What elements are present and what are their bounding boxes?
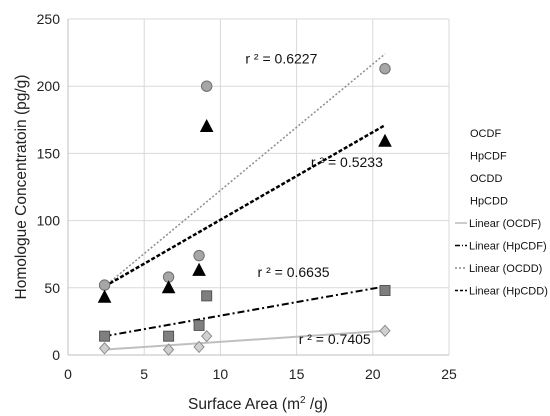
legend-label: Linear (HpCDD): [469, 286, 548, 298]
x-axis-title: Surface Area (m2 /g): [188, 395, 328, 413]
data-point: [201, 290, 213, 302]
r2-label: r ² = 0.6227: [245, 50, 317, 66]
x-axis-title-superscript: 2: [300, 395, 306, 406]
legend-label: OCDF: [470, 128, 501, 140]
data-point: [379, 324, 391, 338]
data-point: [163, 330, 175, 342]
x-tick-label: 20: [365, 366, 381, 382]
x-tick-label: 5: [140, 366, 148, 382]
x-tick-label: 10: [213, 366, 229, 382]
y-tick-label: 250: [37, 11, 61, 27]
data-point: [199, 118, 214, 133]
x-tick-label: 25: [441, 366, 457, 382]
x-axis-title-main: Surface Area (m: [188, 396, 300, 413]
data-point: [379, 284, 391, 296]
legend-entry: Linear (OCDD): [455, 263, 542, 275]
data-point: [193, 340, 205, 354]
data-point: [98, 279, 111, 291]
trendline: [104, 329, 386, 351]
data-point: [98, 342, 111, 355]
legend-entry: HpCDF: [470, 151, 507, 163]
trendlines: [103, 53, 386, 351]
legend: OCDF HpCDF OCDD HpCDD Linear (OCDF) Linear (H…: [455, 128, 548, 298]
r2-label: r ² = 0.7405: [299, 331, 371, 347]
r2-label: r ² = 0.5233: [311, 154, 383, 170]
r2-label: r ² = 0.6635: [258, 264, 330, 280]
legend-label: HpCDD: [470, 196, 508, 208]
data-point: [192, 262, 206, 276]
data-point: [193, 249, 205, 262]
legend-label: HpCDF: [470, 151, 507, 163]
axes: [67, 19, 449, 356]
data-point: [193, 319, 205, 331]
y-tick-label: 200: [37, 78, 61, 94]
data-point: [97, 289, 112, 303]
r2-annotations: r ² = 0.6227 r ² = 0.5233 r ² = 0.6635 r ² …: [245, 50, 383, 347]
x-axis-title-tail: /g): [306, 396, 328, 413]
legend-entry: Linear (HpCDF): [455, 241, 547, 253]
y-tick-label: 50: [44, 280, 60, 296]
y-axis-title: Homologue Concentratoin (pg/g): [13, 75, 30, 300]
data-point: [161, 280, 176, 294]
legend-label: Linear (OCDF): [469, 218, 541, 230]
y-tick-label: 100: [37, 213, 61, 229]
y-tick-label: 150: [37, 145, 61, 161]
grid: [67, 18, 450, 356]
data-point: [99, 330, 111, 342]
data-point: [162, 343, 175, 356]
trendline: [104, 285, 386, 338]
data-points: [97, 63, 392, 356]
y-tick-label: 0: [52, 347, 60, 363]
legend-entry: HpCDD: [470, 196, 508, 208]
x-tick-label: 0: [64, 366, 72, 382]
data-point: [200, 80, 213, 92]
tick-labels: 0 50 100 150 200 250 0 5 10 15 20 25: [37, 11, 457, 382]
legend-label: OCDD: [470, 173, 502, 185]
trendline: [103, 124, 386, 288]
x-tick-label: 15: [289, 366, 305, 382]
legend-entry: Linear (HpCDD): [455, 286, 548, 298]
trendline: [104, 53, 386, 288]
legend-label: Linear (OCDD): [469, 263, 542, 275]
legend-label: Linear (HpCDF): [469, 241, 547, 253]
legend-entry: OCDD: [470, 173, 502, 185]
data-point: [201, 329, 213, 343]
data-point: [379, 63, 391, 75]
legend-entry: Linear (OCDF): [455, 218, 541, 230]
legend-entry: OCDF: [470, 128, 501, 140]
data-point: [378, 133, 392, 147]
